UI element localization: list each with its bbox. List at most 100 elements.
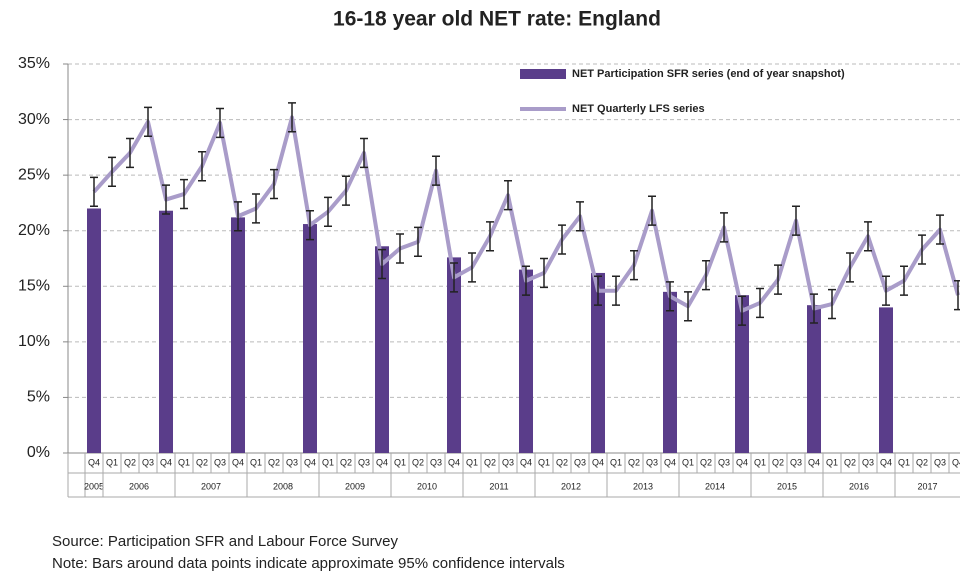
x-tick-label: Q4 [808,457,820,467]
x-tick-label: Q1 [538,457,550,467]
x-tick-label: Q1 [754,457,766,467]
y-tick-label: 35% [18,55,50,72]
x-group-label: 2012 [561,481,581,491]
footnote: Note: Bars around data points indicate a… [52,555,565,572]
x-tick-label: Q2 [124,457,136,467]
error-bar [378,248,386,280]
x-group-label: 2015 [777,481,797,491]
error-bar [702,259,710,291]
x-tick-label: Q4 [880,457,892,467]
x-group-label: 2017 [917,481,937,491]
y-tick-label: 20% [18,222,50,239]
x-tick-label: Q3 [862,457,874,467]
x-tick-label: Q2 [844,457,856,467]
x-group-label: 2008 [273,481,293,491]
x-group-label: 2007 [201,481,221,491]
x-tick-label: Q1 [178,457,190,467]
x-tick-label: Q4 [736,457,748,467]
x-tick-label: Q4 [520,457,532,467]
x-tick-label: Q2 [916,457,928,467]
x-tick-label: Q4 [304,457,316,467]
x-tick-label: Q4 [88,457,100,467]
error-bar [234,201,242,232]
error-bar [198,151,206,182]
error-bar [684,291,692,322]
x-tick-label: Q1 [322,457,334,467]
x-tick-label: Q2 [556,457,568,467]
legend-label: NET Quarterly LFS series [572,103,705,115]
error-bar [774,264,782,295]
error-bar [846,252,854,283]
x-tick-label: Q4 [448,457,460,467]
y-tick-label: 30% [18,111,50,128]
error-bar [432,155,440,186]
error-bar [90,176,98,208]
y-tick-label: 10% [18,333,50,350]
error-bar [252,193,260,224]
x-tick-label: Q3 [574,457,586,467]
x-tick-label: Q1 [826,457,838,467]
error-bar [756,287,764,319]
x-tick-label: Q4 [664,457,676,467]
error-bar [216,107,224,139]
x-group-label: 2016 [849,481,869,491]
bar [663,291,677,453]
error-bar [180,178,188,210]
error-bar [126,137,134,169]
error-bar [558,224,566,255]
x-tick-label: Q3 [646,457,658,467]
x-tick-label: Q3 [718,457,730,467]
bar [231,217,245,453]
legend-label: NET Participation SFR series (end of yea… [572,68,845,80]
bar [159,210,173,453]
error-bar [630,249,638,281]
y-tick-label: 15% [18,278,50,295]
x-group-label: 2009 [345,481,365,491]
error-bar [882,275,890,306]
error-bar [270,168,278,200]
x-tick-label: Q3 [790,457,802,467]
x-tick-label: Q3 [286,457,298,467]
error-bar [108,156,116,188]
error-bar [324,196,332,228]
chart-title: 16-18 year old NET rate: England [333,8,661,31]
legend-swatch [520,69,566,79]
error-bar [288,102,296,133]
x-tick-label: Q3 [214,457,226,467]
x-tick-label: Q3 [934,457,946,467]
bar [87,208,101,453]
error-bar [720,212,728,243]
x-group-label: 2013 [633,481,653,491]
error-bar [540,257,548,289]
error-bar [576,201,584,232]
x-tick-label: Q1 [250,457,262,467]
x-tick-label: Q4 [592,457,604,467]
bar [519,269,533,453]
error-bar [738,295,746,326]
bar [303,224,317,453]
x-tick-label: Q1 [898,457,910,467]
error-bar [522,265,530,296]
x-group-label: 2010 [417,481,437,491]
error-bar [864,221,872,252]
y-tick-label: 0% [27,444,50,461]
error-bar [162,184,170,215]
x-tick-label: Q4 [160,457,172,467]
x-tick-label: Q2 [484,457,496,467]
error-bar [936,214,944,245]
bar [447,257,461,453]
error-bar [144,106,152,137]
error-bar [468,252,476,283]
error-bar [504,179,512,211]
x-tick-label: Q3 [358,457,370,467]
x-tick-label: Q4 [232,457,244,467]
x-tick-label: Q2 [700,457,712,467]
error-bar [396,233,404,264]
error-bar [828,288,836,320]
x-tick-label: Q1 [610,457,622,467]
error-bar [792,205,800,236]
error-bar [810,293,818,324]
x-group-label: 2005 [84,481,104,491]
bar [807,305,821,453]
